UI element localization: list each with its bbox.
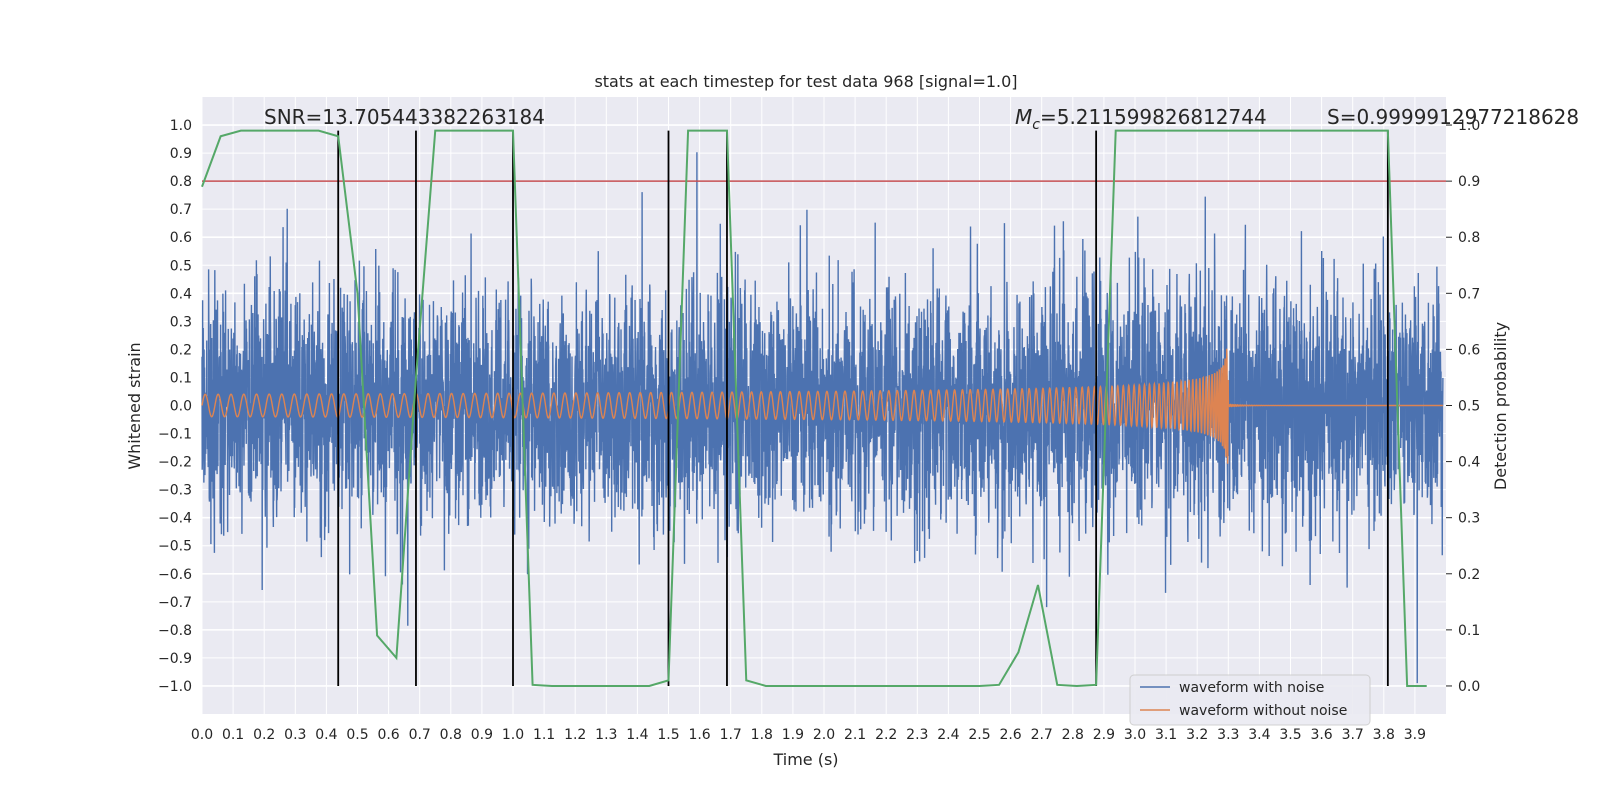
x-tick-label: 2.0	[813, 727, 835, 743]
y2-tick-label: 0.4	[1458, 455, 1480, 471]
y2-tick-label: 0.8	[1458, 230, 1480, 246]
significance-annotation: S=0.9999912977218628	[1327, 105, 1579, 129]
y2-tick-label: 0.6	[1458, 342, 1480, 358]
x-tick-label: 3.6	[1310, 727, 1332, 743]
x-tick-label: 2.6	[999, 727, 1021, 743]
y2-axis-label: Detection probability	[1491, 322, 1510, 490]
y-tick-label: 0.6	[170, 230, 192, 246]
y-tick-label: −0.5	[158, 539, 192, 555]
snr-annotation: SNR=13.705443382263184	[264, 105, 545, 129]
x-tick-label: 1.4	[626, 727, 648, 743]
y2-tick-label: 0.1	[1458, 623, 1480, 639]
x-tick-label: 1.2	[564, 727, 586, 743]
y2-tick-label: 0.0	[1458, 679, 1480, 695]
x-tick-label: 1.0	[502, 727, 524, 743]
y2-tick-label: 0.2	[1458, 567, 1480, 583]
x-tick-label: 2.7	[1031, 727, 1053, 743]
y2-tick-label: 0.5	[1458, 399, 1480, 415]
clean-line	[201, 348, 1443, 464]
x-tick-label: 2.1	[844, 727, 866, 743]
x-tick-label: 2.3	[906, 727, 928, 743]
y-tick-label: 0.8	[170, 174, 192, 190]
mc-symbol: M	[1015, 105, 1032, 129]
noise-series	[201, 152, 1444, 684]
y2-axis-ticks: 1.0 0.9 0.8 0.7 0.6 0.5 0.4 0.3 0.2 0.1 0.0	[1446, 118, 1480, 695]
legend: waveform with noise waveform without noi…	[1129, 674, 1371, 726]
y-tick-label: −0.8	[158, 623, 192, 639]
legend-box	[1129, 674, 1371, 726]
mc-subscript: c	[1032, 117, 1040, 133]
x-tick-label: 3.1	[1155, 727, 1177, 743]
x-tick-label: 2.4	[937, 727, 959, 743]
x-tick-label: 1.1	[533, 727, 555, 743]
chart-title: stats at each timestep for test data 968…	[594, 72, 1017, 91]
y-tick-label: 0.9	[170, 146, 192, 162]
y2-tick-label: 1.0	[1458, 118, 1480, 134]
x-tick-label: 1.6	[688, 727, 710, 743]
y-tick-label: 0.3	[170, 314, 192, 330]
x-tick-label: 3.9	[1404, 727, 1426, 743]
x-tick-label: 3.4	[1248, 727, 1270, 743]
x-tick-label: 3.7	[1342, 727, 1364, 743]
y-tick-label: 0.0	[170, 399, 192, 415]
x-tick-label: 2.2	[875, 727, 897, 743]
y-tick-label: 0.7	[170, 202, 192, 218]
vertical-markers	[202, 130, 1446, 686]
x-tick-label: 3.2	[1186, 727, 1208, 743]
y-axis-ticks: 1.0 0.9 0.8 0.7 0.6 0.5 0.4 0.3 0.2 0.1 0.0 −0.1 −0.…	[158, 118, 192, 695]
x-tick-label: 0.0	[191, 727, 213, 743]
y-tick-label: −0.7	[158, 595, 192, 611]
x-tick-label: 0.9	[471, 727, 493, 743]
y-tick-label: 0.5	[170, 258, 192, 274]
y-tick-label: −0.1	[158, 427, 192, 443]
x-tick-label: 0.1	[222, 727, 244, 743]
y2-tick-label: 0.9	[1458, 174, 1480, 190]
clean-series	[201, 348, 1443, 464]
legend-clean-label: waveform without noise	[1179, 703, 1347, 719]
y-tick-label: 0.1	[170, 370, 192, 386]
y-tick-label: −0.6	[158, 567, 192, 583]
x-tick-label: 1.8	[751, 727, 773, 743]
noise-line	[201, 152, 1444, 684]
x-tick-label: 1.3	[595, 727, 617, 743]
x-tick-label: 0.5	[346, 727, 368, 743]
x-tick-label: 2.5	[968, 727, 990, 743]
x-tick-label: 0.7	[409, 727, 431, 743]
x-tick-label: 3.0	[1124, 727, 1146, 743]
y-tick-label: 0.4	[170, 286, 192, 302]
x-tick-label: 2.8	[1062, 727, 1084, 743]
x-tick-label: 3.8	[1373, 727, 1395, 743]
y-tick-label: −0.2	[158, 455, 192, 471]
x-tick-label: 0.2	[253, 727, 275, 743]
probability-series	[201, 129, 1427, 687]
x-tick-label: 1.5	[657, 727, 679, 743]
x-axis-label: Time (s)	[772, 750, 838, 769]
y2-tick-label: 0.3	[1458, 511, 1480, 527]
mc-value: =5.211599826812744	[1040, 105, 1267, 129]
legend-noise-label: waveform with noise	[1179, 680, 1324, 696]
x-tick-label: 2.9	[1093, 727, 1115, 743]
x-tick-label: 0.4	[315, 727, 337, 743]
y-tick-label: −1.0	[158, 679, 192, 695]
y-tick-label: −0.3	[158, 483, 192, 499]
y-axis-label: Whitened strain	[125, 342, 144, 469]
x-axis-ticks: 0.0 0.1 0.2 0.3 0.4 0.5 0.6 0.7 0.8 0.9 1.0 1.1 1.2 1…	[191, 727, 1426, 743]
probability-line	[201, 129, 1427, 687]
x-tick-label: 0.6	[377, 727, 399, 743]
y-tick-label: −0.4	[158, 511, 192, 527]
y2-tick-label: 0.7	[1458, 286, 1480, 302]
x-tick-label: 3.5	[1279, 727, 1301, 743]
x-tick-label: 1.9	[782, 727, 804, 743]
x-tick-label: 3.3	[1217, 727, 1239, 743]
x-tick-label: 1.7	[720, 727, 742, 743]
x-tick-label: 0.3	[284, 727, 306, 743]
x-tick-label: 0.8	[440, 727, 462, 743]
y-tick-label: 0.2	[170, 342, 192, 358]
y-tick-label: 1.0	[170, 118, 192, 134]
chirp-mass-annotation: Mc=5.211599826812744	[1015, 105, 1267, 133]
y-tick-label: −0.9	[158, 651, 192, 667]
